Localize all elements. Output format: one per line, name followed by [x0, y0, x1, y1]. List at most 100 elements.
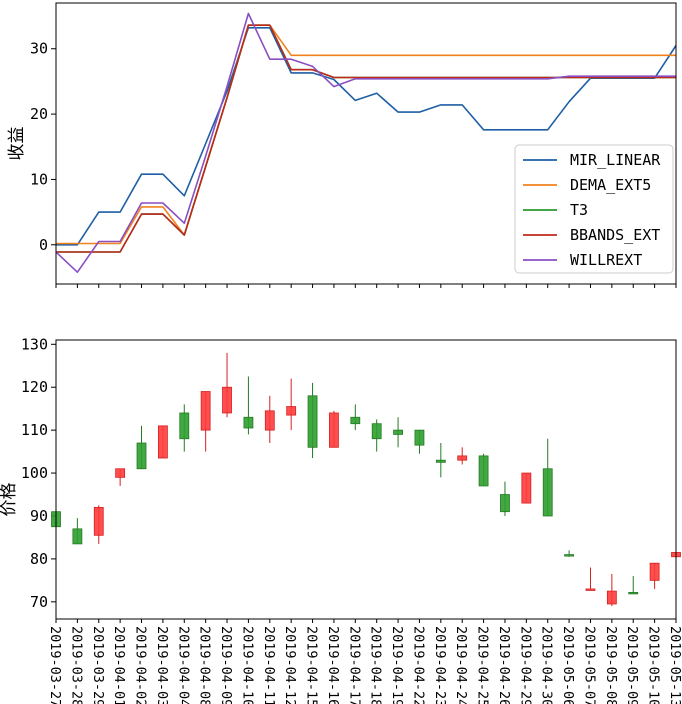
legend-label: WILLREXT [570, 251, 642, 269]
candle [371, 419, 382, 452]
candle [115, 468, 126, 486]
series-line-mir-linear [56, 26, 677, 246]
series-line-willrext [55, 12, 676, 274]
date-tick-label: 2019-04-12 [282, 626, 298, 704]
series-line-dema-ext5 [56, 24, 676, 245]
date-tick-label: 2019-05-07 [581, 626, 597, 704]
price-axes-frame [55, 339, 677, 620]
date-tick-label: 2019-03-29 [90, 626, 106, 704]
candle-body [542, 468, 553, 517]
returns-ylabel: 收益 [7, 127, 27, 161]
candle [200, 391, 211, 452]
date-tick-label: 2019-04-24 [453, 626, 469, 704]
price-ytick-label: 100 [21, 464, 48, 482]
candle [478, 453, 489, 487]
date-tick-label: 2019-04-11 [261, 626, 277, 704]
date-tick-label: 2019-04-18 [368, 626, 384, 704]
returns-ytick-label: 0 [39, 236, 48, 254]
candle-body [457, 455, 468, 461]
candle-body [72, 528, 83, 545]
candle [222, 352, 232, 418]
date-tick-label: 2019-04-26 [496, 626, 512, 704]
date-tick-label: 2019-04-17 [346, 626, 362, 704]
candle [585, 567, 596, 591]
candle-body [264, 410, 275, 431]
candle-body [179, 412, 190, 440]
date-tick-label: 2019-04-01 [111, 626, 127, 704]
candle [350, 404, 361, 431]
date-tick-label: 2019-03-28 [68, 626, 84, 704]
date-tick-label: 2019-04-02 [133, 626, 149, 704]
date-tick-label: 2019-04-29 [517, 626, 533, 704]
candle-body [286, 406, 297, 416]
candle [136, 425, 147, 470]
candle-body [564, 554, 575, 557]
price-ytick-label: 80 [30, 550, 48, 568]
date-tick-label: 2019-04-10 [239, 626, 255, 704]
price-ytick-label: 70 [30, 593, 48, 611]
price-ytick-label: 130 [21, 335, 48, 353]
candle [243, 376, 254, 435]
date-tick-label: 2019-04-30 [539, 626, 555, 704]
legend-label: BBANDS_EXT [570, 226, 660, 244]
candle [179, 404, 190, 452]
candle [286, 378, 297, 431]
date-tick-label: 2019-04-15 [304, 626, 320, 704]
returns-ytick-label: 20 [30, 105, 48, 123]
price-y-axis: 70 80 90 100 110 120 130 [21, 335, 56, 611]
returns-ytick-label: 30 [30, 40, 48, 58]
date-tick-label: 2019-05-08 [603, 626, 619, 704]
price-ytick-label: 90 [30, 507, 48, 525]
candle-body [435, 459, 446, 463]
candle [414, 429, 425, 454]
legend-label: DEMA_EXT5 [570, 176, 651, 194]
date-tick-label: 2019-05-10 [646, 626, 662, 704]
candle [628, 576, 639, 595]
candle [157, 425, 168, 459]
date-tick-label: 2019-04-16 [325, 626, 341, 704]
candle-body [157, 425, 168, 459]
candle [329, 410, 339, 448]
candle-body [371, 423, 382, 440]
returns-ytick-label: 10 [30, 170, 48, 188]
date-x-axis: 2019-03-27 2019-03-28 2019-03-29 2019-04-01… [47, 619, 682, 704]
date-tick-label: 2019-04-03 [154, 626, 170, 704]
candle-body [307, 395, 318, 448]
returns-panel: 0 10 20 30 收益 MIR_LINEAR DEMA_EXT5 T3 BBANDS_E… [7, 2, 677, 288]
returns-lines [55, 12, 677, 274]
candle-body [500, 494, 510, 513]
date-tick-label: 2019-05-13 [667, 626, 682, 704]
date-tick-label: 2019-05-06 [560, 626, 576, 704]
candle-body [478, 455, 489, 487]
candle [521, 472, 532, 504]
candle-body [649, 562, 660, 581]
date-tick-label: 2019-04-23 [432, 626, 448, 704]
candle-body [350, 416, 361, 425]
price-ylabel: 价格 [0, 483, 19, 517]
candle-body [115, 468, 126, 478]
candle [264, 395, 275, 444]
date-tick-label: 2019-04-04 [175, 626, 191, 704]
candle-body [628, 591, 639, 595]
candle-body [606, 590, 617, 605]
candle [307, 382, 318, 459]
candle-body [222, 386, 232, 414]
candle-body [521, 472, 532, 504]
candle-body [136, 442, 147, 470]
candle [606, 573, 617, 607]
legend-label: T3 [570, 201, 588, 219]
price-ytick-label: 110 [21, 421, 48, 439]
candle [457, 447, 468, 465]
candle-body [200, 391, 211, 431]
returns-y-axis: 0 10 20 30 [30, 40, 677, 288]
candle-body [243, 416, 254, 429]
legend-label: MIR_LINEAR [570, 151, 661, 169]
candle [393, 417, 403, 448]
price-ytick-label: 120 [21, 378, 48, 396]
candle [542, 438, 553, 517]
candle [72, 518, 83, 545]
legend-box [514, 144, 674, 274]
